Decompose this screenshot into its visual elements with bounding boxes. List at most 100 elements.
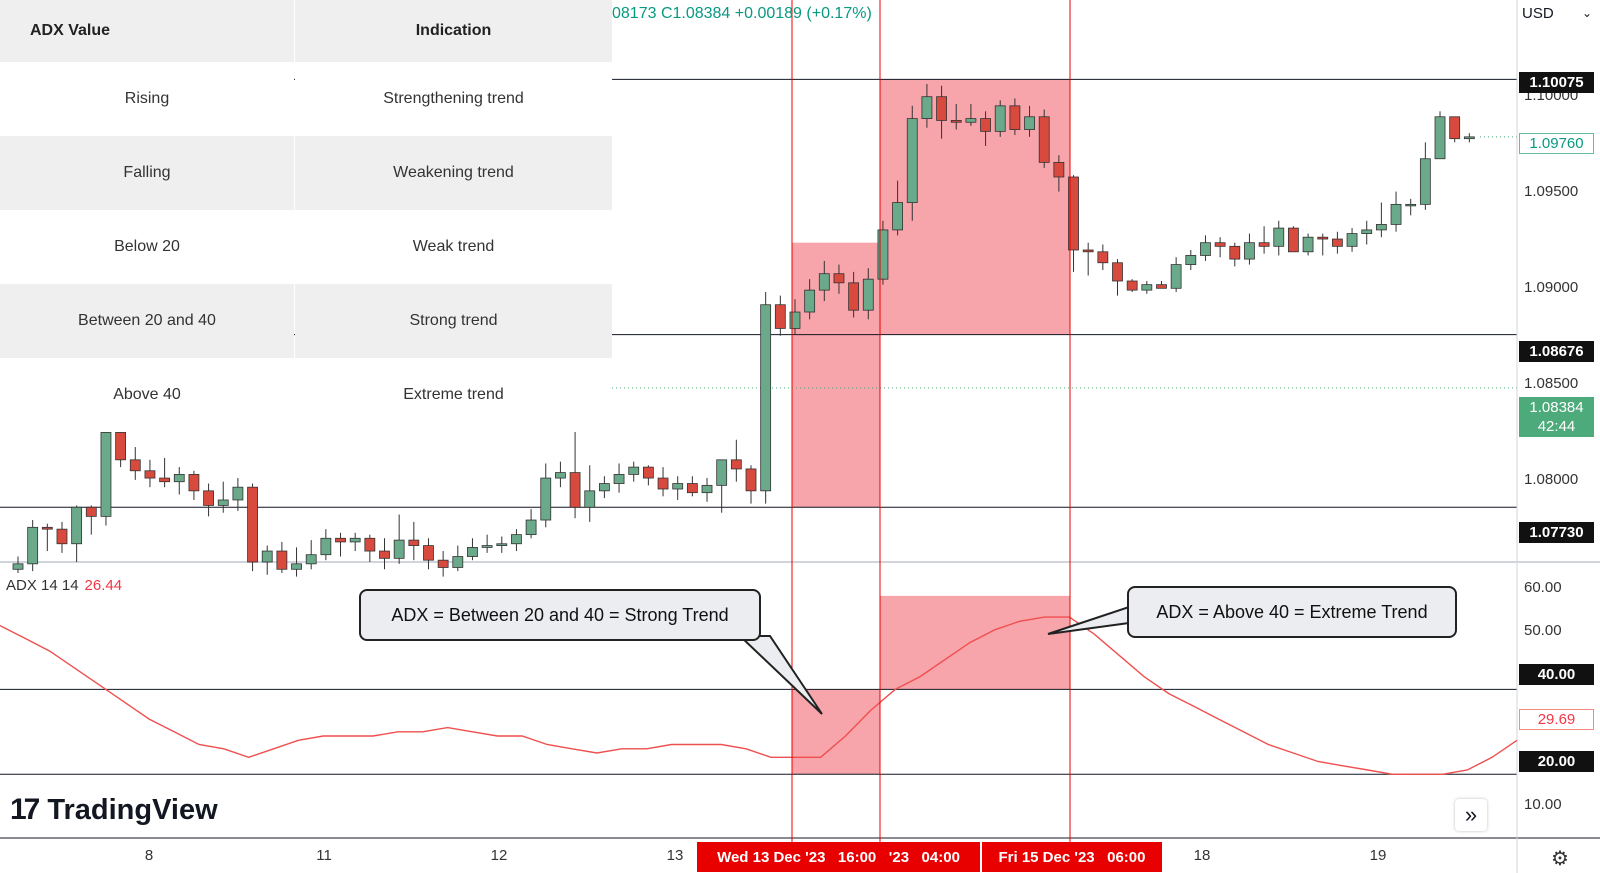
candle-bear [1332,238,1343,247]
candle-bull [12,563,24,570]
candle-bull [232,486,244,501]
candle-bull [760,304,772,492]
candle-bear [379,550,390,559]
candle-bull [1434,116,1446,160]
time-label: 8 [144,847,154,864]
candle-bull [173,474,185,483]
candle-bear [115,432,127,461]
candle-bull [525,519,537,536]
candle-bull [1463,136,1475,140]
candle-bear [188,474,200,492]
candle-bull [1390,203,1402,225]
tradingview-logo[interactable]: 17 TradingView [10,793,218,827]
candle-bear [1038,116,1050,163]
candle-bull [100,432,112,517]
candle-bull [291,563,302,570]
table-cell: Weak trend [295,210,612,284]
candle-bear [980,118,991,132]
callout-extreme-trend: ADX = Above 40 = Extreme Trend [1127,586,1457,638]
candle-bull [862,278,874,311]
price-label: 1.08000 [1524,471,1579,488]
table-cell: Strong trend [295,284,612,358]
price-label: 1.09500 [1524,183,1579,200]
bar-countdown: 42:44 [1537,418,1576,435]
candle-bull [921,96,933,120]
current-price-badge: 1.08384 42:44 [1519,397,1594,437]
candle-bull [613,474,625,484]
candle-bull [496,543,508,546]
candle-bull [27,526,39,565]
candle-bear [657,477,669,490]
candle-bear [159,477,171,483]
table-cell: Strengthening trend [295,62,612,136]
candle-bull [452,556,464,568]
candle-bull [672,483,684,490]
candle-bear [642,466,654,479]
candle-bear [686,483,698,494]
candle-bull [818,273,830,291]
candle-bull [540,477,552,521]
adx-level-40-badge: 40.00 [1519,664,1594,685]
candle-bull [305,554,317,565]
candle-bear [129,459,141,472]
candle-bull [320,537,332,556]
adx-legend[interactable]: ADX 14 14 26.44 [6,577,122,594]
candle-bull [716,459,728,486]
candle-bull [1024,116,1035,130]
candle-bear [730,459,742,470]
candle-bull [1273,227,1285,247]
last-close-badge: 1.09760 [1519,133,1594,154]
tradingview-logo-icon: 17 [10,793,40,826]
candle-bull [1375,224,1387,231]
candle-bear [335,537,346,543]
candle-bull [393,539,405,559]
candle-bear [85,506,97,517]
candle-bull [1405,203,1417,207]
level-badge-bottom: 1.07730 [1519,522,1594,543]
adx-axis-label: 50.00 [1524,622,1562,639]
adx-axis-label: 10.00 [1524,796,1562,813]
adx-current-badge: 29.69 [1519,709,1594,730]
current-price-value: 1.08384 [1529,399,1584,416]
scroll-to-realtime-button[interactable]: » [1455,799,1487,831]
adx-line [0,616,1518,775]
candle-bull [906,118,918,203]
level-badge-top: 1.10075 [1519,72,1594,93]
candle-bull [555,472,566,479]
candle-bull [628,466,640,475]
time-label: 18 [1193,847,1211,864]
time-highlight-right: Fri 15 Dec '23 06:00 [982,842,1162,872]
candle-bear [364,537,376,552]
candle-bull [1346,233,1358,247]
candle-bear [408,539,420,546]
table-cell: Weakening trend [295,136,612,210]
candle-bull [261,550,273,563]
candle-bear [423,545,434,561]
currency-button[interactable]: USD [1522,5,1554,22]
candle-bear [950,120,962,123]
settings-gear-icon[interactable]: ⚙ [1551,848,1569,870]
price-label: 1.08500 [1524,375,1579,392]
adx-level-20-badge: 20.00 [1519,751,1594,772]
candle-bear [276,550,288,570]
price-label: 1.09000 [1524,279,1579,296]
candle-bull [584,490,596,508]
candle-bull [1361,229,1373,234]
candle-bull [1200,242,1211,256]
candle-bear [1082,249,1094,253]
adx-axis-label: 60.00 [1524,579,1562,596]
candle-bear [144,470,156,479]
table-cell: Above 40 [0,358,294,432]
candle-bull [1185,255,1197,265]
candle-bull [481,545,493,548]
time-label: 19 [1369,847,1387,864]
candle-bull [349,537,361,543]
candle-bull [71,506,83,545]
symbol-ohlc-info: 08173 C1.08384 +0.00189 (+0.17%) [612,5,872,22]
chevron-down-icon[interactable]: ⌄ [1582,6,1593,20]
candle-bear [848,282,860,311]
candle-bear [1009,105,1021,130]
candle-bull [789,311,801,329]
table-header-cell: ADX Value [0,0,294,62]
